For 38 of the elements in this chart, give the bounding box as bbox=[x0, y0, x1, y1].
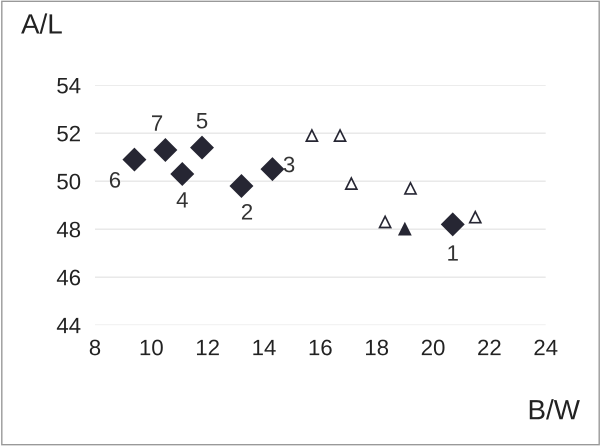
x-tick-label: 20 bbox=[422, 340, 445, 356]
point bbox=[170, 162, 194, 186]
x-tick-label: 24 bbox=[534, 340, 558, 356]
x-tick-label: 8 bbox=[90, 340, 100, 356]
point bbox=[190, 136, 214, 160]
point bbox=[260, 158, 284, 181]
point bbox=[441, 212, 464, 236]
y-tick-label: 46 bbox=[56, 270, 80, 286]
point bbox=[154, 138, 178, 162]
point bbox=[404, 182, 417, 195]
point bbox=[305, 129, 318, 142]
y-tick-label: 44 bbox=[56, 318, 80, 334]
point bbox=[230, 174, 254, 198]
y-tick-label: 52 bbox=[57, 126, 80, 142]
point bbox=[344, 177, 358, 190]
y-tick-label: 48 bbox=[56, 222, 80, 238]
annotation: 5 bbox=[196, 113, 208, 129]
y-tick-label: 50 bbox=[57, 174, 80, 190]
annotation: 6 bbox=[110, 172, 120, 188]
x-tick-label: 10 bbox=[140, 340, 163, 356]
annotation: 3 bbox=[284, 156, 294, 172]
point bbox=[378, 216, 392, 228]
x-axis-title: B/W bbox=[530, 399, 580, 420]
x-tick-label: 18 bbox=[366, 340, 388, 356]
point bbox=[122, 148, 146, 172]
point bbox=[468, 210, 482, 224]
x-tick-label: 12 bbox=[196, 340, 219, 356]
x-tick-label: 16 bbox=[310, 340, 332, 356]
annotation: 1 bbox=[448, 245, 458, 261]
y-axis-title: A/L bbox=[21, 13, 62, 34]
x-tick-label: 22 bbox=[478, 340, 501, 356]
annotation: 2 bbox=[242, 204, 252, 220]
point bbox=[334, 129, 346, 142]
point bbox=[398, 222, 412, 236]
annotation: 4 bbox=[176, 192, 188, 208]
y-tick-label: 54 bbox=[57, 78, 80, 94]
x-tick-label: 14 bbox=[253, 340, 276, 356]
annotation: 7 bbox=[152, 115, 162, 131]
